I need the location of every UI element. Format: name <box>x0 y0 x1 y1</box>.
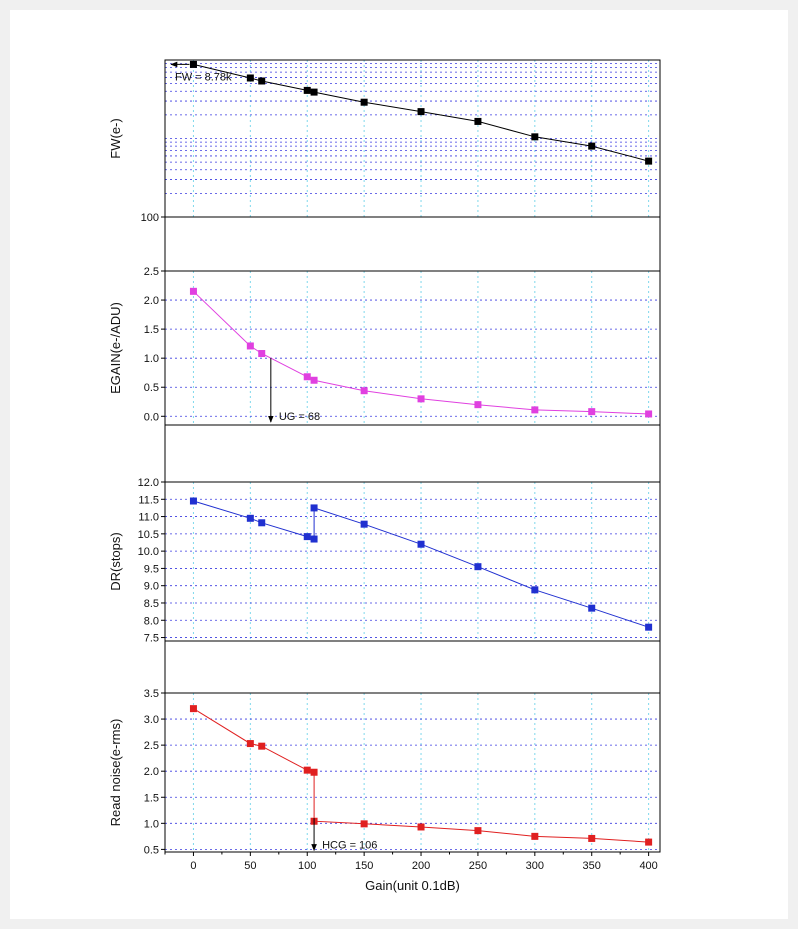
multi-panel-chart: 100 FW(e-) FW = 8.78k 0.0 0.5 1.0 1.5 2.0 2.5 EGA… <box>108 59 661 893</box>
data-point <box>531 406 539 414</box>
data-point <box>189 60 197 68</box>
panel-spacer-1 <box>164 216 661 272</box>
data-point <box>303 86 311 94</box>
panel-frame <box>164 481 661 642</box>
y-tick-label: 1.5 <box>144 324 159 336</box>
x-tick-label: 250 <box>469 860 487 872</box>
data-point <box>246 342 254 350</box>
y-tick-label: 10.5 <box>138 529 159 541</box>
y-tick-label: 8.0 <box>144 615 159 627</box>
panel-frame <box>164 59 661 218</box>
panel-frame <box>164 270 661 426</box>
panel-4: 0.5 1.0 1.5 2.0 2.5 3.0 3.5 Read noise(e-rms) HC… <box>108 688 661 856</box>
x-tick-label: 400 <box>639 860 657 872</box>
y-tick-label: 8.5 <box>144 598 159 610</box>
y-tick-label: 0.5 <box>144 382 159 394</box>
panel-spacer-3 <box>164 640 661 694</box>
data-point <box>246 514 254 522</box>
data-point <box>189 705 197 713</box>
x-tick-label: 100 <box>298 860 316 872</box>
data-point <box>360 387 368 395</box>
y-tick-label: 11.5 <box>138 494 159 506</box>
y-tick-label: 0.0 <box>144 411 159 423</box>
data-point <box>474 827 482 835</box>
x-tick-label: 300 <box>526 860 544 872</box>
data-point <box>645 838 653 846</box>
y-tick-label: 9.5 <box>144 563 159 575</box>
data-point <box>474 563 482 571</box>
y-axis-label: EGAIN(e-/ADU) <box>108 302 123 394</box>
data-point <box>303 533 311 541</box>
x-tick-label: 150 <box>355 860 373 872</box>
y-tick-label: 3.0 <box>144 714 159 726</box>
annotation-label: HCG = 106 <box>322 839 377 851</box>
data-point <box>258 742 266 750</box>
data-point <box>474 401 482 409</box>
x-tick-label: 350 <box>583 860 601 872</box>
data-point <box>310 504 318 512</box>
panel-2: 0.0 0.5 1.0 1.5 2.0 2.5 EGAIN(e-/ADU) UG = 68 <box>108 266 661 426</box>
annotation-label: UG = 68 <box>279 411 320 423</box>
data-point <box>588 142 596 150</box>
x-tick-label: 200 <box>412 860 430 872</box>
y-tick-label: 3.5 <box>144 688 159 700</box>
data-point <box>303 766 311 774</box>
y-tick-label: 1.0 <box>144 818 159 830</box>
x-axis-label: Gain(unit 0.1dB) <box>365 878 460 893</box>
y-tick-label: 9.0 <box>144 581 159 593</box>
data-point <box>258 519 266 527</box>
panel-3: 7.5 8.0 8.5 9.0 9.5 10.0 10.5 11.0 11.5 12.0 DR(st… <box>108 477 661 645</box>
data-point <box>417 823 425 831</box>
data-point <box>417 540 425 548</box>
data-point <box>258 350 266 358</box>
y-axis-label: DR(stops) <box>108 532 123 591</box>
y-tick-label: 2.5 <box>144 740 159 752</box>
data-point <box>310 376 318 384</box>
data-point <box>531 832 539 840</box>
panel-1: 100 FW(e-) FW = 8.78k <box>108 59 661 224</box>
data-point <box>645 157 653 165</box>
y-tick-label: 2.0 <box>144 766 159 778</box>
data-point <box>303 373 311 381</box>
data-point <box>474 117 482 125</box>
data-point <box>310 88 318 96</box>
panel-spacer-2 <box>164 424 661 483</box>
data-point <box>360 98 368 106</box>
data-point <box>645 410 653 418</box>
data-point <box>189 287 197 295</box>
data-point <box>189 497 197 505</box>
panel-frame <box>164 692 661 853</box>
y-tick-label: 1.5 <box>144 792 159 804</box>
data-point <box>360 820 368 828</box>
data-point <box>588 604 596 612</box>
data-point <box>360 520 368 528</box>
data-point <box>531 133 539 141</box>
data-point <box>417 108 425 116</box>
y-axis-label: FW(e-) <box>108 118 123 158</box>
y-tick-label: 100 <box>141 212 159 224</box>
data-point <box>246 74 254 82</box>
y-tick-label: 10.0 <box>138 546 159 558</box>
y-tick-label: 7.5 <box>144 633 159 645</box>
data-point <box>417 395 425 403</box>
figure-card: 100 FW(e-) FW = 8.78k 0.0 0.5 1.0 1.5 2.0 2.5 EGA… <box>10 10 788 919</box>
y-tick-label: 12.0 <box>138 477 159 489</box>
y-tick-label: 11.0 <box>138 512 159 524</box>
data-point <box>258 77 266 85</box>
data-point <box>531 586 539 594</box>
data-point <box>310 768 318 776</box>
x-tick-label: 50 <box>244 860 256 872</box>
data-point <box>246 740 254 748</box>
y-tick-label: 2.5 <box>144 266 159 278</box>
data-point <box>645 623 653 631</box>
data-point <box>588 834 596 842</box>
data-point <box>588 408 596 416</box>
y-tick-label: 0.5 <box>144 844 159 856</box>
annotation-label: FW = 8.78k <box>175 71 232 83</box>
y-tick-label: 1.0 <box>144 353 159 365</box>
x-tick-label: 0 <box>190 860 196 872</box>
y-axis-label: Read noise(e-rms) <box>108 719 123 827</box>
data-point <box>310 535 318 543</box>
y-tick-label: 2.0 <box>144 295 159 307</box>
